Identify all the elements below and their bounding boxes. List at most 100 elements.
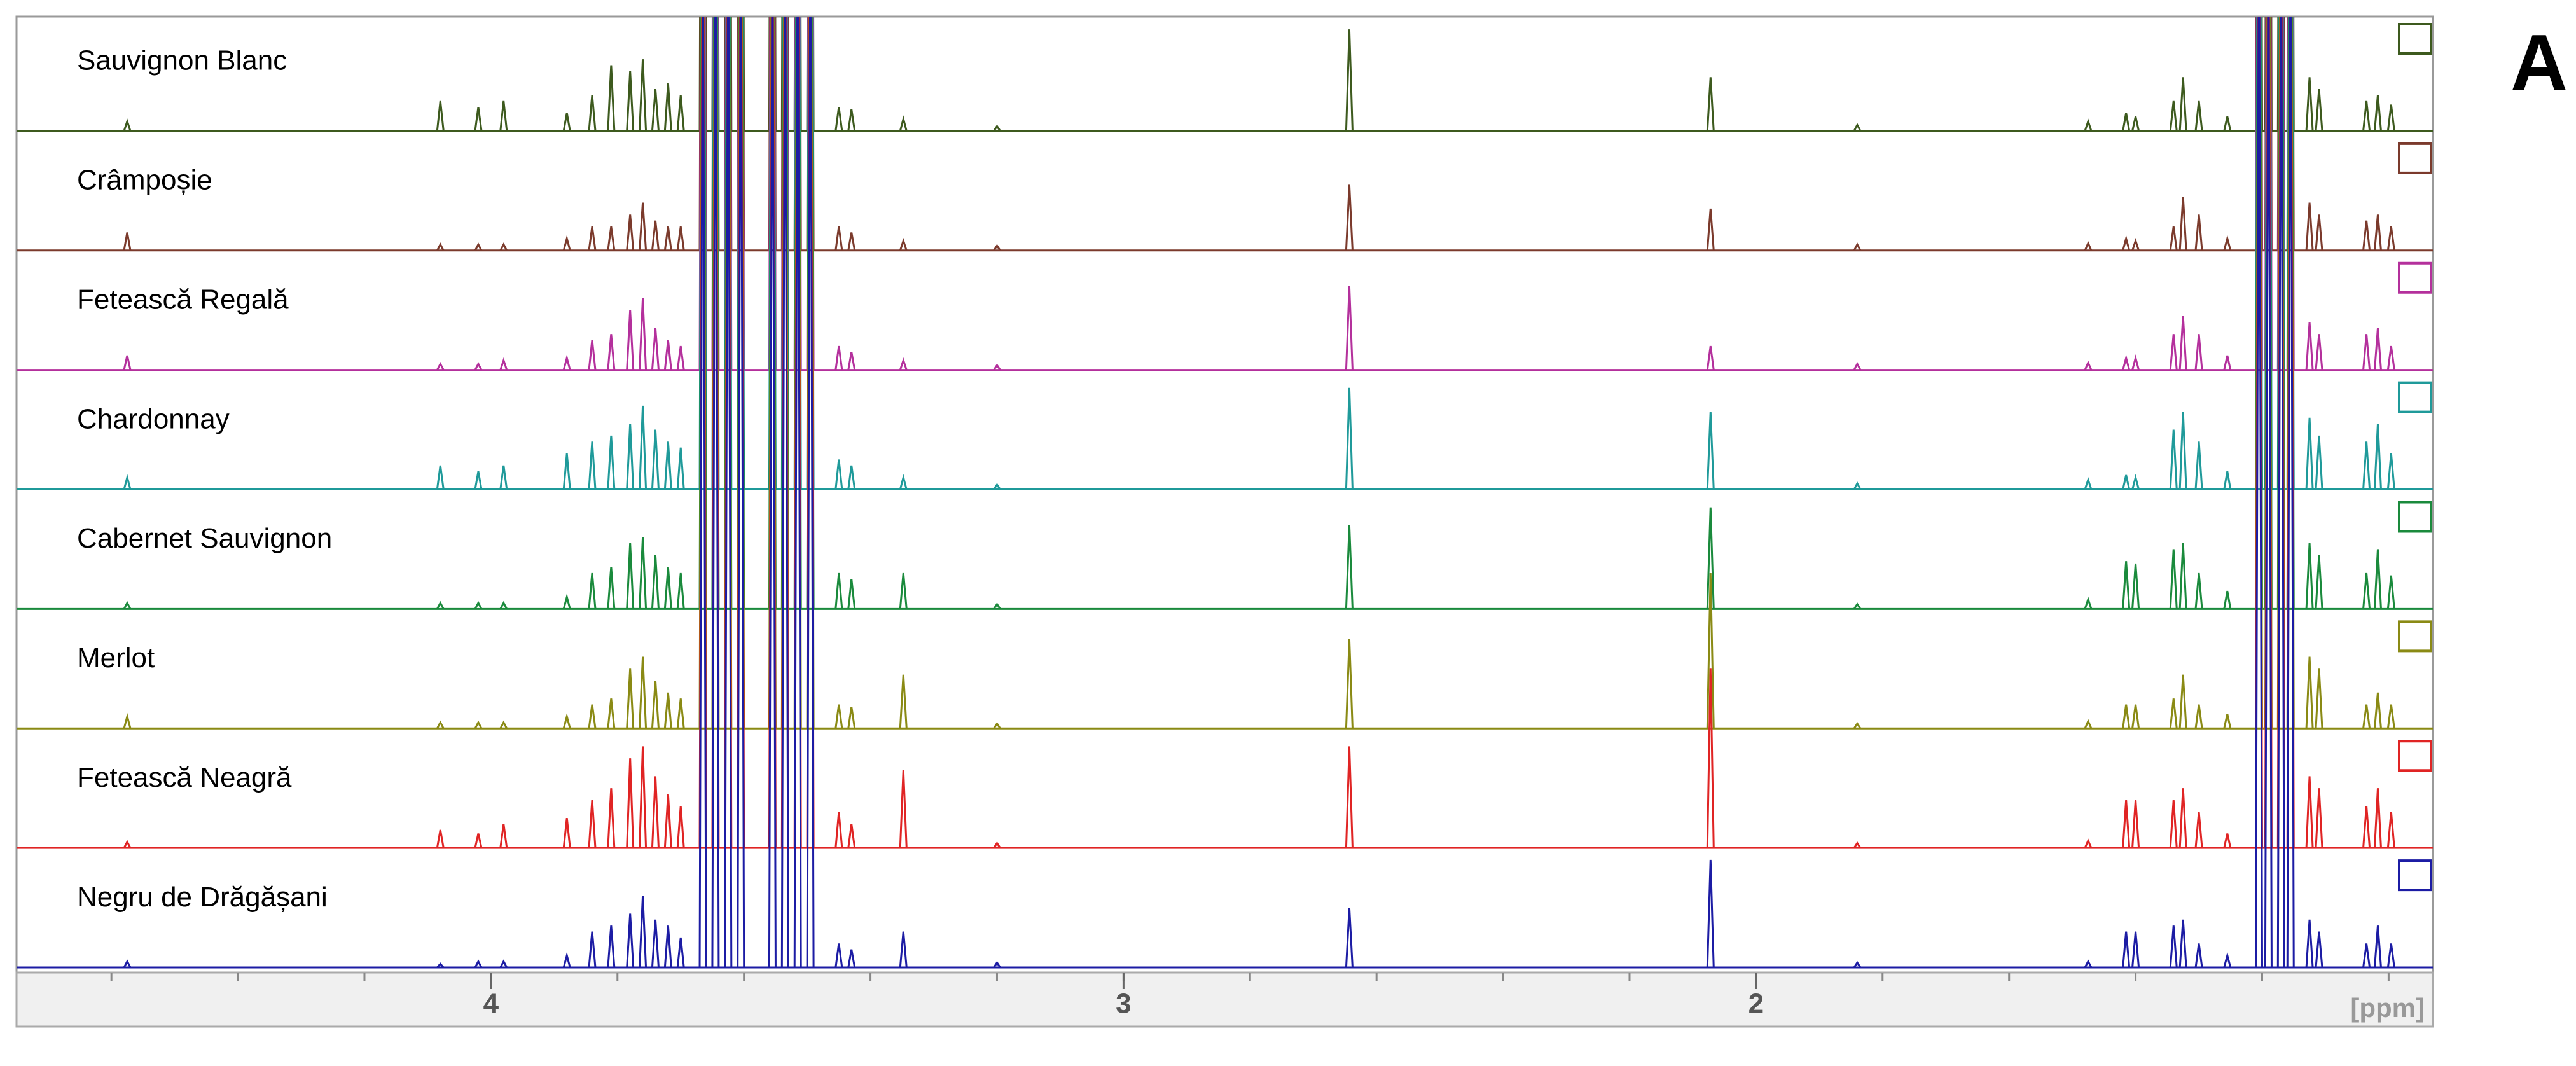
peak (724, 17, 733, 968)
peak (436, 829, 445, 848)
peak (2362, 704, 2371, 729)
peak (607, 65, 616, 131)
peak (2223, 116, 2232, 132)
peak (2194, 812, 2203, 848)
peak (2305, 776, 2314, 848)
peak (2373, 95, 2382, 132)
peak (2223, 714, 2232, 729)
peak (1345, 29, 1354, 131)
peak (847, 109, 856, 132)
peak (899, 770, 908, 848)
peak (2169, 549, 2178, 609)
peak (899, 357, 908, 371)
peak (2178, 543, 2187, 609)
peak (651, 776, 660, 848)
peak (1706, 859, 1715, 968)
peak (676, 95, 685, 132)
series-label: Merlot (77, 642, 155, 674)
legend-swatch (2398, 740, 2432, 772)
peak (2315, 788, 2323, 848)
peak (639, 202, 647, 251)
series-label: Fetească Neagră (77, 762, 292, 793)
legend-swatch (2398, 23, 2432, 55)
peak (1706, 507, 1715, 609)
peak (2178, 412, 2187, 490)
peak (626, 424, 635, 490)
peak (847, 352, 856, 370)
peak (2373, 328, 2382, 370)
peak (1853, 362, 1862, 371)
peak (2131, 931, 2140, 968)
peak (2084, 240, 2093, 251)
peak (2169, 925, 2178, 968)
peak (2223, 952, 2232, 968)
peak (2131, 563, 2140, 609)
peak (834, 704, 843, 729)
peak (993, 483, 1001, 490)
spectra (17, 17, 2433, 969)
peak (2122, 235, 2131, 251)
peak (626, 214, 635, 251)
peak (588, 226, 597, 251)
peak (639, 746, 647, 848)
panel-label: A (2510, 19, 2568, 107)
peak (780, 17, 789, 968)
peak (2131, 704, 2140, 729)
peak (123, 355, 132, 370)
peak (1706, 412, 1715, 490)
peak (2373, 788, 2382, 848)
peak (663, 692, 672, 729)
peak (711, 17, 720, 968)
peak (2315, 555, 2323, 609)
peak (2386, 812, 2395, 848)
peak (834, 572, 843, 609)
peak (2223, 355, 2232, 370)
peak (2169, 100, 2178, 132)
peak (2169, 429, 2178, 490)
peak (2386, 104, 2395, 132)
peak (123, 600, 132, 610)
peak (2169, 334, 2178, 370)
peak (847, 949, 856, 968)
peak (1853, 602, 1862, 610)
peak (676, 572, 685, 609)
peak (676, 447, 685, 490)
peak (2315, 435, 2323, 490)
peak (2169, 800, 2178, 848)
peak (2178, 788, 2187, 848)
peak (2223, 590, 2232, 609)
peak (588, 800, 597, 848)
peak (806, 17, 815, 968)
peak (2315, 89, 2323, 131)
peak (834, 226, 843, 251)
peak (1345, 387, 1354, 490)
series-label: Crâmpoșie (77, 165, 212, 196)
peak (2373, 549, 2382, 609)
peak (2084, 959, 2093, 968)
peak (607, 567, 616, 609)
peak (474, 959, 483, 968)
legend-swatch (2398, 261, 2432, 294)
peak (847, 579, 856, 609)
x-axis: 4 3 2 (110, 973, 2390, 1020)
peak (607, 226, 616, 251)
peak (698, 17, 707, 968)
peak (834, 107, 843, 132)
peak (474, 600, 483, 610)
peak (2305, 322, 2314, 370)
legend-swatch (2398, 142, 2432, 174)
peak (899, 473, 908, 490)
peak (834, 812, 843, 848)
peak (2386, 226, 2395, 251)
peak (993, 124, 1001, 132)
peak (607, 334, 616, 370)
peak (123, 840, 132, 848)
peak (847, 465, 856, 490)
peak (2305, 202, 2314, 251)
peak (651, 220, 660, 251)
series-label: Cabernet Sauvignon (77, 523, 332, 554)
peak (2223, 235, 2232, 251)
peak (2122, 704, 2131, 729)
peak (2131, 354, 2140, 371)
peak (993, 244, 1001, 251)
